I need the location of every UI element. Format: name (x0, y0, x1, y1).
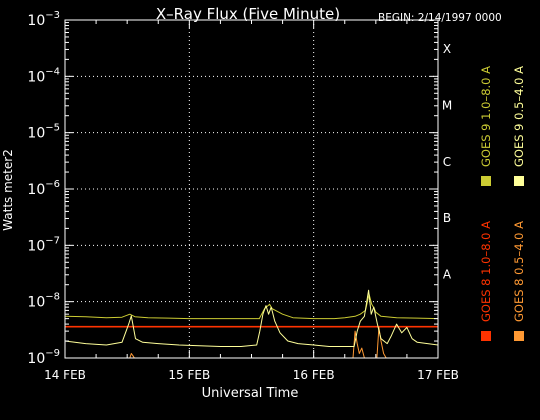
legend-label-4: GOES 9 0.5–4.0 A (512, 66, 526, 167)
y-tick-base: 10 (27, 351, 45, 367)
y-tick-exponent: −4 (45, 66, 60, 77)
legend-label-2: GOES 8 0.5–4.0 A (512, 221, 526, 322)
y-tick-base: 10 (27, 182, 45, 198)
y-tick-base: 10 (27, 69, 45, 85)
axis-ticks (64, 20, 439, 359)
x-tick-label: 14 FEB (44, 368, 86, 382)
y-tick-base: 10 (27, 126, 45, 142)
x-tick-label: 17 FEB (417, 368, 459, 382)
flare-class-label: C (443, 155, 451, 169)
flare-class-label: M (442, 99, 452, 113)
y-tick-exponent: −8 (45, 292, 60, 303)
data-series (64, 289, 439, 359)
y-tick-exponent: −7 (45, 235, 60, 246)
flare-class-label: X (443, 42, 451, 56)
y-tick-labels: 10−310−410−510−610−710−810−9 (27, 10, 60, 367)
x-axis-label: Universal Time (202, 386, 299, 401)
y-tick-base: 10 (27, 295, 45, 311)
chart-title: X–Ray Flux (Five Minute) (156, 5, 340, 23)
y-tick-exponent: −5 (45, 123, 60, 134)
y-tick-base: 10 (27, 13, 45, 29)
legend-swatch-3 (481, 176, 491, 186)
y-tick-exponent: −9 (45, 348, 60, 359)
y-tick-label: 10−5 (27, 123, 60, 142)
begin-date-label: BEGIN: 2/14/1997 0000 (378, 12, 502, 24)
y-tick-label: 10−8 (27, 292, 60, 311)
y-tick-label: 10−3 (27, 10, 60, 29)
legend-label-1: GOES 8 1.0–8.0 A (479, 221, 493, 322)
y-tick-label: 10−7 (27, 235, 60, 254)
x-tick-label: 15 FEB (168, 368, 210, 382)
legend-swatch-1 (481, 331, 491, 341)
flare-class-labels: X M C B A (442, 42, 452, 281)
grid-lines (65, 20, 438, 358)
y-tick-base: 10 (27, 238, 45, 254)
y-tick-exponent: −3 (45, 10, 60, 21)
y-tick-label: 10−4 (27, 66, 60, 85)
legend-swatch-4 (514, 176, 524, 186)
series-line-4 (64, 289, 439, 347)
y-tick-exponent: −6 (45, 179, 60, 190)
flare-class-label: B (443, 211, 451, 225)
legend-swatch-2 (514, 331, 524, 341)
legend-label-3: GOES 9 1.0–8.0 A (479, 66, 493, 167)
y-axis-label: Watts meter2 (1, 149, 15, 231)
y-tick-label: 10−6 (27, 179, 60, 198)
legend: GOES 8 1.0–8.0 A GOES 9 1.0–8.0 A GOES 8 0… (479, 66, 526, 341)
y-tick-label: 10−9 (27, 348, 60, 367)
x-tick-label: 16 FEB (293, 368, 335, 382)
x-tick-labels: 14 FEB 15 FEB 16 FEB 17 FEB (44, 368, 459, 382)
flare-class-label: A (443, 268, 452, 282)
